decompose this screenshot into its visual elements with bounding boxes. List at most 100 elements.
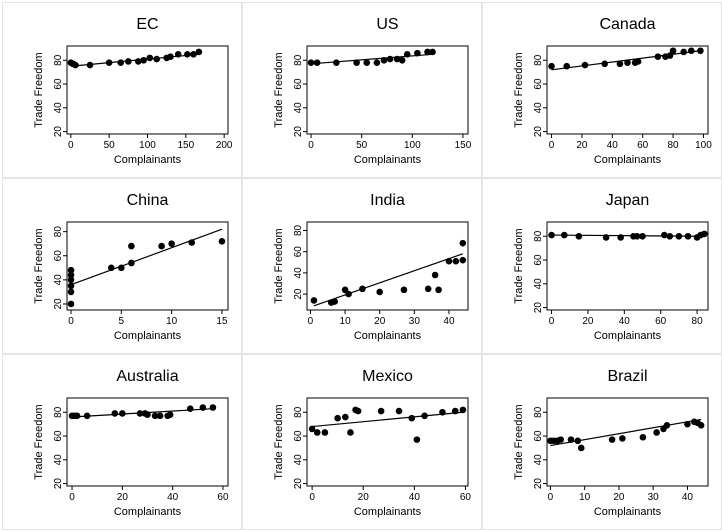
data-point — [307, 59, 315, 66]
data-point — [616, 60, 624, 68]
data-point — [697, 422, 705, 429]
x-axis-label: Complainants — [354, 506, 422, 518]
plot-area — [66, 221, 229, 311]
x-tick-label: 20 — [374, 316, 386, 327]
data-point — [146, 54, 154, 62]
data-point — [680, 48, 687, 56]
y-tick-label: 40 — [53, 274, 64, 286]
panel-frame — [242, 178, 482, 354]
data-point — [188, 239, 196, 246]
data-point — [661, 231, 668, 239]
data-point — [408, 414, 416, 422]
data-point — [321, 429, 329, 436]
data-point — [363, 59, 371, 66]
data-point — [400, 286, 408, 294]
data-point — [398, 56, 406, 64]
data-point — [136, 410, 144, 417]
y-tick-label: 40 — [533, 102, 544, 114]
data-point — [602, 234, 610, 241]
data-point — [633, 232, 641, 240]
data-point — [459, 239, 467, 247]
x-tick-label: 100 — [139, 140, 156, 151]
y-tick-label: 80 — [533, 230, 544, 242]
y-tick-label: 20 — [53, 126, 64, 138]
data-point — [684, 232, 692, 240]
y-tick-label: 60 — [53, 78, 64, 90]
x-axis-label: Complainants — [594, 330, 662, 342]
data-point — [83, 412, 91, 420]
y-tick-label: 20 — [293, 478, 304, 490]
y-tick-label: 80 — [533, 54, 544, 66]
data-point — [459, 256, 467, 264]
panel-frame — [482, 178, 722, 354]
data-point — [67, 266, 75, 274]
plot-area — [306, 397, 469, 487]
x-tick-label: 30 — [409, 316, 421, 327]
plot-area — [546, 221, 709, 311]
x-axis-label: Complainants — [354, 154, 422, 166]
panel-title: China — [127, 192, 169, 209]
panel-us: US 20 40 60 80 0 50 100 150 Complainants Trade Fre… — [242, 2, 482, 178]
panel-ec: EC 20 40 60 80 0 50 100 150 200 Complainants Trade … — [2, 2, 242, 178]
data-point — [184, 51, 191, 58]
data-point — [617, 234, 624, 241]
data-point — [414, 49, 421, 57]
y-axis-label: Trade Freedom — [33, 52, 45, 127]
data-point — [421, 412, 428, 420]
data-point — [666, 232, 674, 240]
data-point — [67, 271, 75, 279]
y-tick-label: 60 — [293, 78, 304, 90]
y-axis-label: Trade Freedom — [513, 228, 525, 303]
data-point — [431, 271, 439, 279]
x-tick-label: 10 — [340, 316, 352, 327]
y-tick-label: 80 — [533, 406, 544, 418]
data-point — [334, 414, 341, 422]
x-tick-label: 5 — [119, 316, 125, 327]
x-tick-label: 50 — [356, 140, 368, 151]
data-point — [445, 257, 453, 265]
x-tick-label: 60 — [637, 140, 649, 151]
y-axis-label: Trade Freedom — [273, 228, 285, 303]
data-point — [563, 62, 571, 70]
x-tick-label: 20 — [117, 492, 129, 503]
data-point — [353, 59, 360, 66]
panel-japan: Japan 20 40 60 80 0 20 40 60 80 Complainants Trade … — [482, 178, 722, 354]
y-tick-label: 40 — [293, 267, 304, 279]
y-tick-label: 20 — [293, 288, 304, 300]
data-point — [439, 408, 446, 416]
y-tick-label: 60 — [533, 430, 544, 442]
data-point — [345, 290, 352, 298]
data-point — [331, 298, 338, 305]
data-point — [190, 51, 197, 58]
data-point — [135, 58, 142, 65]
data-point — [359, 285, 366, 293]
data-point — [684, 420, 691, 428]
panel-australia: Australia 20 40 60 80 0 20 40 60 Complainants Trad… — [2, 354, 242, 530]
x-tick-label: 15 — [216, 316, 228, 327]
y-axis-label: Trade Freedom — [33, 404, 45, 479]
x-axis-label: Complainants — [114, 330, 182, 342]
x-tick-label: 40 — [443, 316, 455, 327]
data-point — [403, 51, 411, 58]
data-point — [218, 237, 226, 245]
y-tick-label: 80 — [293, 224, 304, 236]
x-tick-label: 50 — [104, 140, 116, 151]
y-tick-label: 60 — [53, 250, 64, 262]
fit-line — [313, 253, 464, 307]
x-tick-label: 0 — [549, 316, 555, 327]
data-point — [354, 407, 362, 415]
data-point — [697, 47, 704, 55]
y-axis-label: Trade Freedom — [513, 52, 525, 127]
panel-title: US — [376, 16, 398, 33]
data-point — [424, 48, 431, 56]
data-point — [67, 288, 75, 296]
data-point — [111, 410, 119, 417]
x-tick-label: 20 — [582, 316, 594, 327]
data-point — [166, 411, 174, 418]
data-point — [452, 257, 460, 265]
fit-line — [311, 53, 433, 65]
data-point — [666, 52, 674, 59]
data-point — [310, 297, 318, 304]
data-point — [153, 55, 160, 63]
x-tick-label: 60 — [217, 492, 229, 503]
